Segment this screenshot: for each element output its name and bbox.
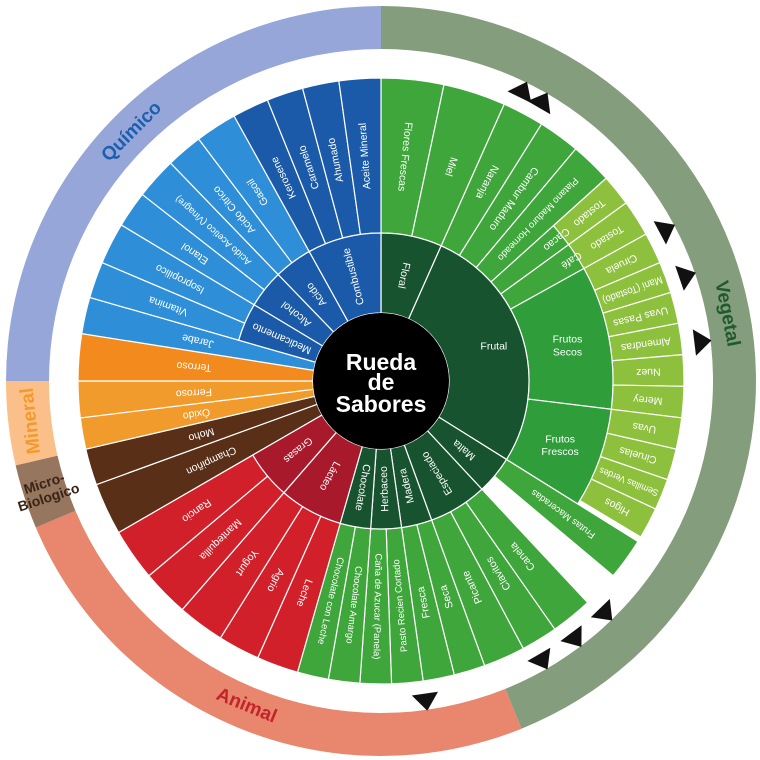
category-ring-vegetal	[381, 6, 756, 729]
arrow-markers	[411, 81, 712, 711]
marker-triangle-1	[527, 92, 551, 115]
outer-category-ring	[5, 6, 756, 756]
label-merey-14: Merey	[632, 393, 663, 407]
label-frutos-secos: Frutos Secos	[553, 334, 583, 359]
label-frutos-frescos: Frutos Frescos	[541, 433, 578, 458]
marker-triangle-4	[692, 329, 712, 356]
center-title-line-2: de	[368, 369, 395, 395]
label-cana-de-azucar-panela-26: Caña de Azucar (Panela)	[371, 553, 384, 659]
label-aceite-mineral-49: Aceite Mineral	[357, 122, 374, 189]
label-floral: Floral	[395, 261, 412, 289]
marker-triangle-0	[507, 81, 532, 103]
label-herbaceo: Herbaceo	[378, 466, 392, 512]
category-ring-animal	[35, 510, 522, 756]
label-frutal: Frutal	[480, 340, 507, 352]
marker-triangle-6	[560, 625, 582, 647]
mid-flavor-sectors	[505, 267, 614, 505]
label-miel-1: Miel	[442, 156, 459, 178]
category-ring-quimico	[6, 6, 381, 381]
marker-triangle-8	[411, 691, 438, 711]
label-ferroso-37: Ferroso	[175, 386, 212, 400]
marker-triangle-2	[653, 221, 675, 245]
category-ring-mineral	[5, 381, 58, 466]
inner-flavor-sectors	[237, 232, 530, 530]
marker-triangle-5	[590, 598, 613, 621]
marker-triangle-7	[527, 647, 551, 670]
label-uvas-15: Uvas	[632, 420, 658, 436]
center-circle	[313, 313, 449, 449]
category-ring-micro	[15, 455, 76, 528]
label-terroso-38: Terroso	[176, 359, 212, 374]
center-title-line-3: Sabores	[336, 391, 427, 417]
center-title-line-1: Rueda	[346, 349, 417, 375]
label-oxido-36: Óxido	[182, 405, 211, 423]
label-nuez-13: Nuez	[636, 365, 661, 378]
marker-triangle-3	[675, 265, 696, 291]
outer-flavor-sectors	[77, 77, 685, 685]
center-hub: Rueda de Sabores	[313, 313, 449, 449]
